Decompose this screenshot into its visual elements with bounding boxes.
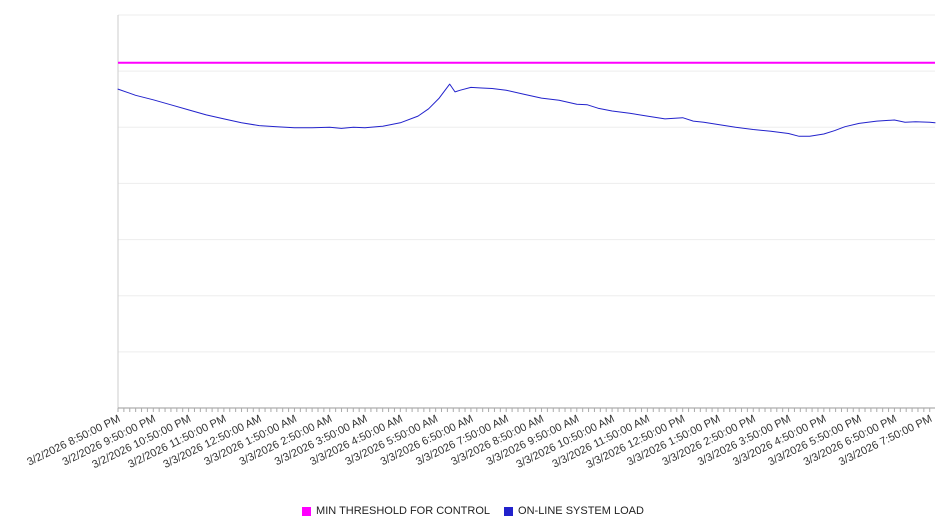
axes	[117, 15, 935, 409]
legend-item-threshold: MIN THRESHOLD FOR CONTROL	[302, 505, 490, 517]
load-chart-svg: 3/2/2026 8:50:00 PM3/2/2026 9:50:00 PM3/…	[25, 14, 936, 471]
load-legend-label: ON-LINE SYSTEM LOAD	[518, 505, 644, 517]
chart-legend: MIN THRESHOLD FOR CONTROL ON-LINE SYSTEM…	[0, 505, 946, 517]
load-legend-swatch-icon	[504, 506, 514, 516]
legend-item-load: ON-LINE SYSTEM LOAD	[504, 505, 644, 517]
chart-area: 3/2/2026 8:50:00 PM 3/2/2026 9:50:00 PM 3/…	[25, 14, 936, 471]
threshold-legend-label: MIN THRESHOLD FOR CONTROL	[316, 505, 491, 517]
gridlines	[118, 14, 935, 353]
x-axis-ticks	[117, 408, 931, 412]
threshold-legend-swatch-icon	[302, 506, 312, 516]
x-axis-labels: 3/2/2026 8:50:00 PM3/2/2026 9:50:00 PM3/…	[25, 413, 934, 471]
load-line	[117, 83, 936, 137]
